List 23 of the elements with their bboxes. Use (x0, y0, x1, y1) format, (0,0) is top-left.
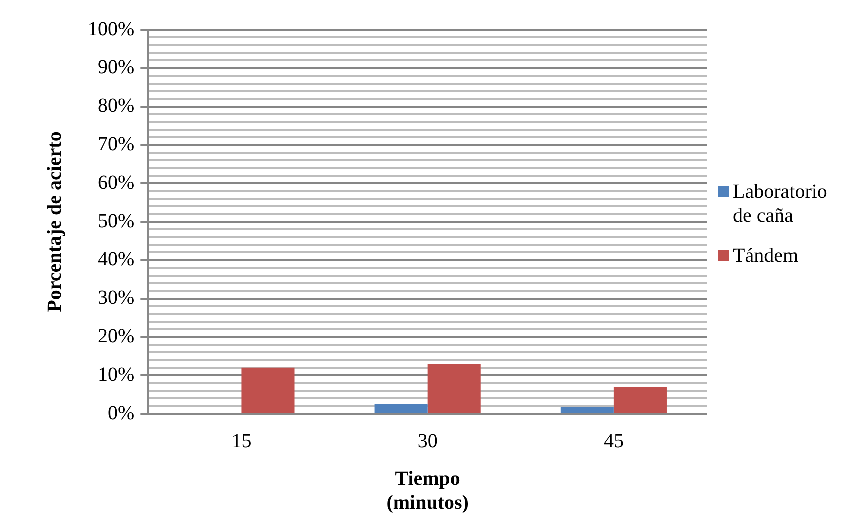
y-tick-label: 80% (98, 95, 135, 118)
x-axis-title: Tiempo (minutos) (386, 468, 469, 514)
x-tick-label: 15 (232, 430, 252, 452)
legend-label: Tándem (733, 244, 800, 268)
y-axis-title: Porcentaje de acierto (44, 132, 66, 312)
y-tick-label: 100% (88, 18, 135, 40)
legend-label: Laboratorio de caña (733, 180, 828, 228)
y-tick-label: 30% (98, 287, 135, 310)
x-tick-label: 45 (604, 430, 624, 452)
y-tick-label: 40% (98, 248, 135, 271)
y-tick-label: 10% (98, 364, 135, 386)
y-tick-label: 60% (98, 172, 135, 194)
y-tick-label: 90% (98, 56, 135, 79)
y-tick-label: 0% (108, 402, 135, 424)
bar (614, 387, 667, 413)
y-tick-label: 70% (98, 133, 135, 156)
bar (242, 368, 295, 413)
bar (560, 407, 614, 413)
x-tick-label: 30 (418, 430, 438, 452)
bar (428, 364, 481, 413)
y-tick-label: 20% (98, 325, 135, 348)
y-tick-label: 50% (98, 210, 135, 232)
bar (374, 404, 428, 413)
